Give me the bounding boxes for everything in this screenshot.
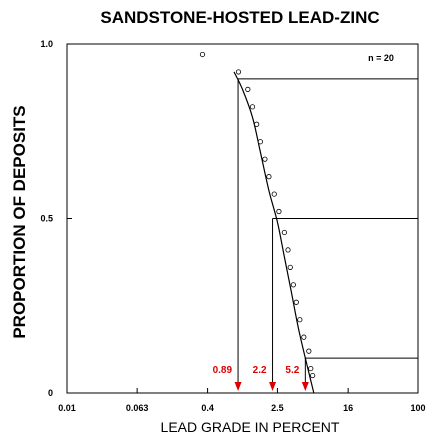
percentile-grade-label: 2.2 [253,365,267,376]
observed-point [271,191,277,197]
observed-point [199,51,206,58]
x-tick-label: 16 [343,403,353,413]
observed-point [308,365,314,372]
observed-point [310,372,316,379]
fitted-curve [233,71,315,394]
y-tick-label: 0 [48,388,53,398]
observed-point [266,174,272,180]
observed-point [281,229,287,236]
percentile-grade-label: 5.2 [285,365,299,376]
percentile-arrow [234,382,242,391]
observed-point [287,264,293,270]
observed-point [290,282,296,288]
sample-size-annotation: n = 20 [368,53,394,63]
observed-point [235,69,242,75]
observed-point [262,156,268,162]
x-tick-label: 2.5 [271,403,284,413]
y-tick-label: 1.0 [40,39,53,49]
percentile-grade-label: 0.89 [213,365,233,376]
percentile-arrow [269,382,277,391]
observed-point [297,317,303,323]
x-tick-label: 100 [410,403,425,413]
y-tick-label: 0.5 [40,214,53,224]
chart-title: SANDSTONE-HOSTED LEAD-ZINC [100,8,379,27]
y-axis-label: PROPORTION OF DEPOSITS [10,105,29,338]
observed-point [257,139,264,145]
x-axis-label: LEAD GRADE IN PERCENT [161,419,340,435]
plot-area: 0.01 0.063 0.4 2.5 16 100 0 0.5 1.0 0.89 2.2 5.2 [40,39,425,413]
x-tick-label: 0.01 [58,403,76,413]
observed-point [306,348,312,354]
observed-point [276,208,282,215]
percentile-arrow [301,382,309,391]
observed-point [245,86,251,92]
observed-point [301,334,307,340]
observed-point [285,247,291,253]
observed-point [293,299,299,305]
observed-point [254,121,260,127]
x-tick-label: 0.063 [126,403,149,413]
x-tick-label: 0.4 [201,403,214,413]
observed-point [249,104,256,110]
